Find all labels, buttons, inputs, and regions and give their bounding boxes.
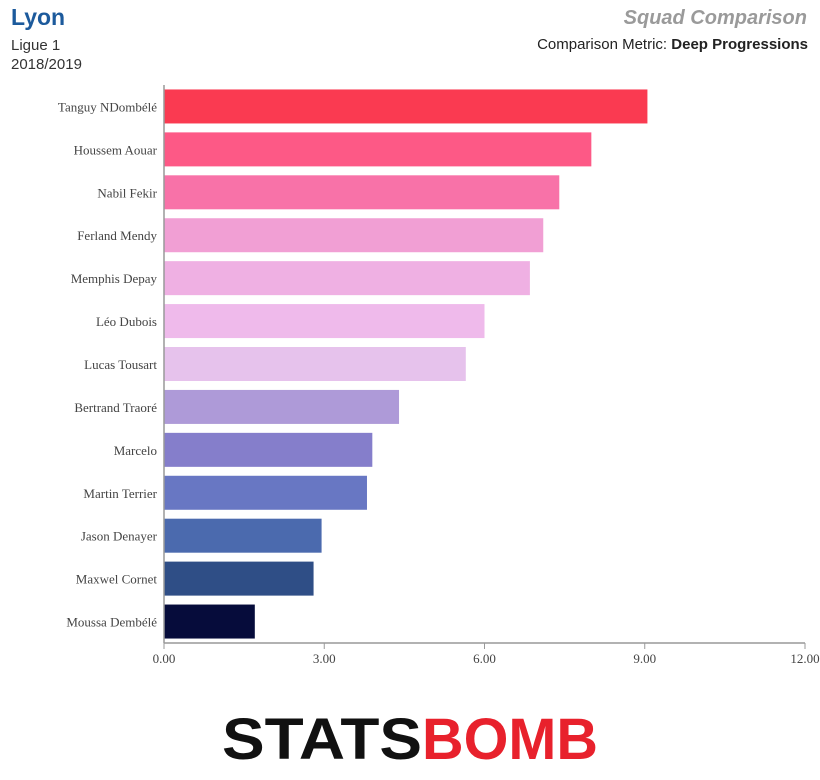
x-tick-label: 3.00 <box>313 651 336 666</box>
category-label-tanguy-ndombele: Tanguy NDombélé <box>58 99 157 114</box>
x-tick-label: 12.00 <box>790 651 819 666</box>
category-label-moussa-dembele: Moussa Dembélé <box>66 615 157 630</box>
chart-heading: Squad Comparison <box>623 7 807 29</box>
metric-label: Comparison Metric: <box>537 36 668 53</box>
category-label-houssem-aouar: Houssem Aouar <box>74 142 158 157</box>
bar-chart: Tanguy NDombélé Houssem Aouar Nabil Fekir F… <box>58 85 820 666</box>
bar-jason-denayer <box>164 518 322 553</box>
x-tick-label: 6.00 <box>473 651 496 666</box>
category-label-leo-dubois: Léo Dubois <box>96 314 157 329</box>
bar-houssem-aouar <box>164 132 592 167</box>
category-label-bertrand-traore: Bertrand Traoré <box>74 400 157 415</box>
bar-martin-terrier <box>164 475 367 510</box>
bar-bertrand-traore <box>164 389 400 424</box>
logo-stats-text: STATS <box>222 707 422 772</box>
statsbomb-logo: STATS BOMB <box>222 707 598 772</box>
category-label-martin-terrier: Martin Terrier <box>83 486 157 501</box>
bar-tanguy-ndombele <box>164 89 648 124</box>
category-label-memphis-depay: Memphis Depay <box>71 271 158 286</box>
bar-memphis-depay <box>164 261 530 296</box>
category-label-marcelo: Marcelo <box>114 443 157 458</box>
bar-lucas-tousart <box>164 347 466 381</box>
category-label-maxwel-cornet: Maxwel Cornet <box>76 572 158 587</box>
category-label-nabil-fekir: Nabil Fekir <box>97 185 157 200</box>
team-name: Lyon <box>11 4 66 30</box>
league-name: Ligue 1 <box>11 37 61 54</box>
bar-marcelo <box>164 432 373 467</box>
category-label-jason-denayer: Jason Denayer <box>81 529 158 544</box>
bar-moussa-dembele <box>164 604 255 639</box>
comparison-metric: Comparison Metric: Deep Progressions <box>537 36 808 53</box>
season-label: 2018/2019 <box>11 56 82 73</box>
x-tick-label: 0.00 <box>153 651 176 666</box>
bar-maxwel-cornet <box>164 561 314 596</box>
metric-value: Deep Progressions <box>671 36 808 53</box>
x-tick-label: 9.00 <box>633 651 656 666</box>
category-label-ferland-mendy: Ferland Mendy <box>77 228 157 243</box>
bar-leo-dubois <box>164 304 485 339</box>
bar-nabil-fekir <box>164 175 560 210</box>
bar-ferland-mendy <box>164 218 544 253</box>
category-label-lucas-tousart: Lucas Tousart <box>84 357 157 372</box>
logo-bomb-text: BOMB <box>422 707 598 772</box>
